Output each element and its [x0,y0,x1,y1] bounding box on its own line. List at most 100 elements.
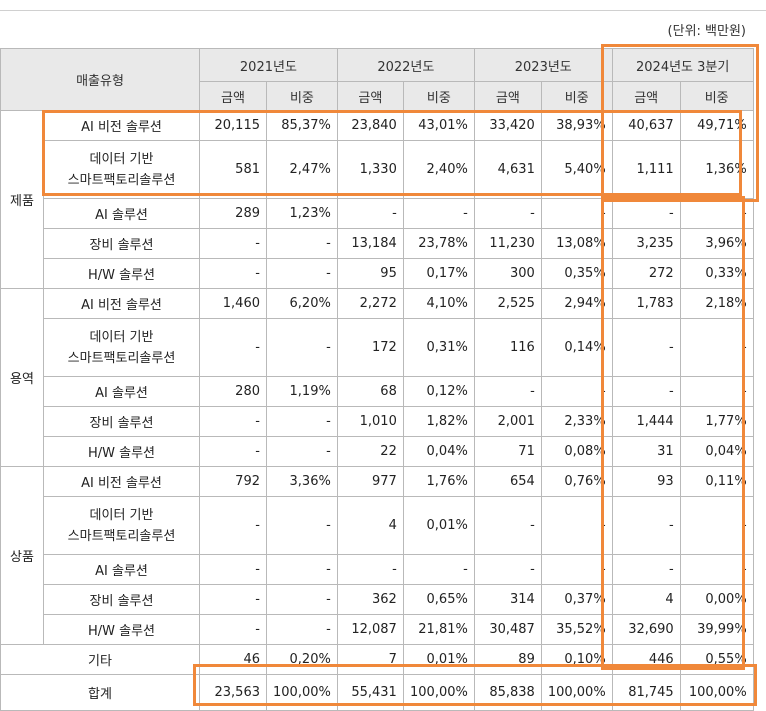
ratio-cell: 0,35% [540,258,613,289]
row-label: 장비 솔루션 [43,584,200,615]
ratio-cell: 0,01% [402,644,475,675]
amount-cell: - [611,496,681,555]
amount-cell: 31 [611,436,681,467]
ratio-cell: - [266,584,338,615]
amount-cell: 13,184 [336,228,404,259]
ratio-cell: - [679,554,754,585]
ratio-cell: 1,82% [402,406,475,437]
amount-cell: 85,838 [473,674,542,711]
ratio-cell: - [266,258,338,289]
ratio-cell: 4,10% [402,288,475,319]
ratio-cell: - [540,554,613,585]
table-row: 장비 솔루션 - -362 0,65% 314 0,37% 4 0,00% [1,584,754,615]
row-label: H/W 솔루션 [43,614,200,645]
subheader-row: 금액 비중 금액 비중 금액 비중 금액 비중 [1,81,754,111]
year-header: 2021년도 [199,48,338,82]
ratio-cell: 0,65% [402,584,475,615]
amount-cell: 23,563 [199,674,267,711]
row-label: 데이터 기반 스마트팩토리솔루션 [43,318,200,377]
amount-cell: 23,840 [336,110,404,141]
amount-header: 금액 [336,81,404,111]
ratio-cell: 100,00% [540,674,613,711]
ratio-cell: 1,76% [402,466,475,497]
amount-cell: 116 [473,318,542,377]
ratio-cell: - [266,436,338,467]
amount-cell: - [199,554,267,585]
ratio-cell: 100,00% [266,674,338,711]
amount-cell: 11,230 [473,228,542,259]
amount-cell: - [611,198,681,229]
row-label: 장비 솔루션 [43,406,200,437]
ratio-cell: 38,93% [540,110,613,141]
top-divider [0,10,766,11]
row-label: 장비 솔루션 [43,228,200,259]
amount-cell: 280 [199,376,267,407]
amount-cell: 272 [611,258,681,289]
row-label: 데이터 기반 스마트팩토리솔루션 [43,496,200,555]
ratio-cell: 2,40% [402,140,475,199]
ratio-header: 비중 [266,81,338,111]
amount-cell: - [473,496,542,555]
ratio-cell: - [679,318,754,377]
amount-cell: - [199,584,267,615]
ratio-cell: - [266,614,338,645]
amount-header: 금액 [199,81,267,111]
amount-cell: 71 [473,436,542,467]
amount-cell: 55,431 [336,674,404,711]
category-cell: 제품 [0,110,44,289]
ratio-cell: 39,99% [679,614,754,645]
amount-cell: 314 [473,584,542,615]
ratio-header: 비중 [402,81,475,111]
amount-cell: - [199,614,267,645]
category-cell: 상품 [0,466,44,645]
amount-cell: 654 [473,466,542,497]
ratio-cell: - [402,554,475,585]
amount-cell: 7 [336,644,404,675]
amount-cell: 89 [473,644,542,675]
table-row: H/W 솔루션 - -12,087 21,81% 30,487 35,52% 32,690 3… [1,614,754,645]
amount-cell: 22 [336,436,404,467]
amount-cell: 977 [336,466,404,497]
ratio-cell: - [266,406,338,437]
ratio-cell: 0,12% [402,376,475,407]
ratio-cell: - [266,496,338,555]
table-row: 데이터 기반 스마트팩토리솔루션 - -4 0,01% - - - - [1,496,754,555]
ratio-cell: 2,18% [679,288,754,319]
amount-cell: 40,637 [611,110,681,141]
amount-cell: 4 [611,584,681,615]
ratio-cell: - [540,376,613,407]
amount-cell: - [199,436,267,467]
amount-cell: 20,115 [199,110,267,141]
ratio-cell: 2,33% [540,406,613,437]
amount-cell: 81,745 [611,674,681,711]
amount-header: 금액 [611,81,681,111]
amount-header: 금액 [473,81,542,111]
amount-cell: 362 [336,584,404,615]
amount-cell: 2,525 [473,288,542,319]
amount-cell: - [199,318,267,377]
ratio-cell: 0,04% [402,436,475,467]
table-row: 용역 AI 비전 솔루션 1,460 6,20% 2,272 4,10% 2,525 2,94… [0,288,754,467]
amount-cell: - [473,376,542,407]
table-row: AI 솔루션 280 1,19% 68 0,12% - - - - [1,376,754,407]
table-row: 상품 AI 비전 솔루션 792 3,36% 977 1,76% 654 0,76% 93 0,1… [0,466,754,645]
ratio-cell: - [266,228,338,259]
ratio-cell: 0,76% [540,466,613,497]
amount-cell: 93 [611,466,681,497]
amount-cell: 1,330 [336,140,404,199]
ratio-cell: - [402,198,475,229]
amount-cell: 581 [199,140,267,199]
amount-cell: 1,111 [611,140,681,199]
ratio-cell: 13,08% [540,228,613,259]
ratio-cell: - [266,554,338,585]
ratio-cell: 23,78% [402,228,475,259]
ratio-cell: 0,14% [540,318,613,377]
ratio-cell: 1,19% [266,376,338,407]
category-cell: 용역 [0,288,44,467]
row-label: AI 비전 솔루션 [43,110,200,141]
amount-cell: 300 [473,258,542,289]
row-label: 합계 [0,674,200,711]
row-label: 데이터 기반 스마트팩토리솔루션 [43,140,200,199]
ratio-header: 비중 [540,81,613,111]
amount-cell: - [611,376,681,407]
